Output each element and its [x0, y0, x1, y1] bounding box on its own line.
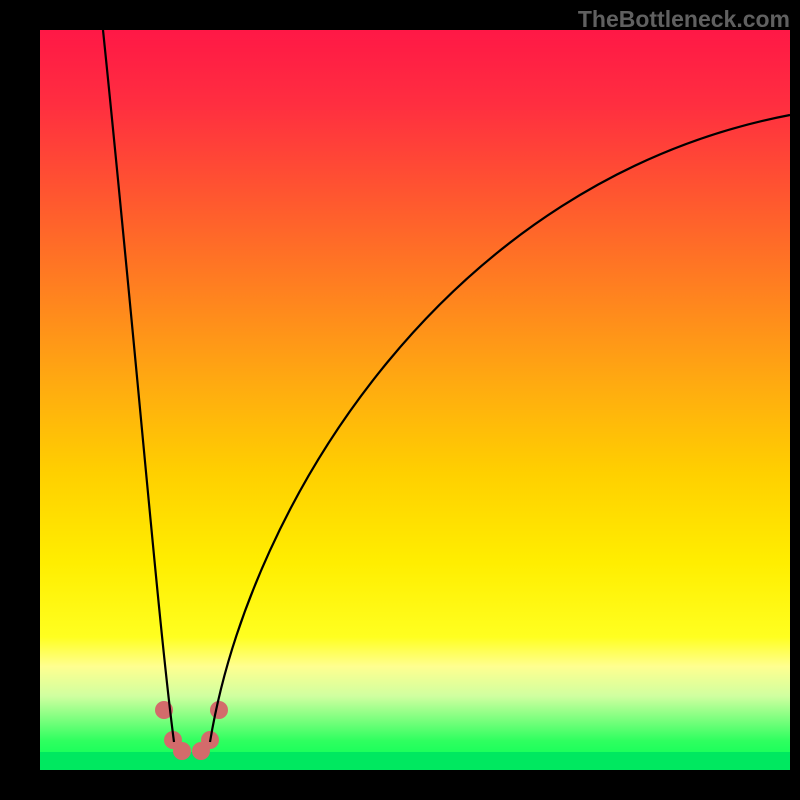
chart-container: { "watermark": { "text": "TheBottleneck.… — [0, 0, 800, 800]
green-baseline-strip — [40, 752, 790, 770]
watermark-text: TheBottleneck.com — [578, 6, 790, 33]
gradient-plot-area — [40, 30, 790, 770]
